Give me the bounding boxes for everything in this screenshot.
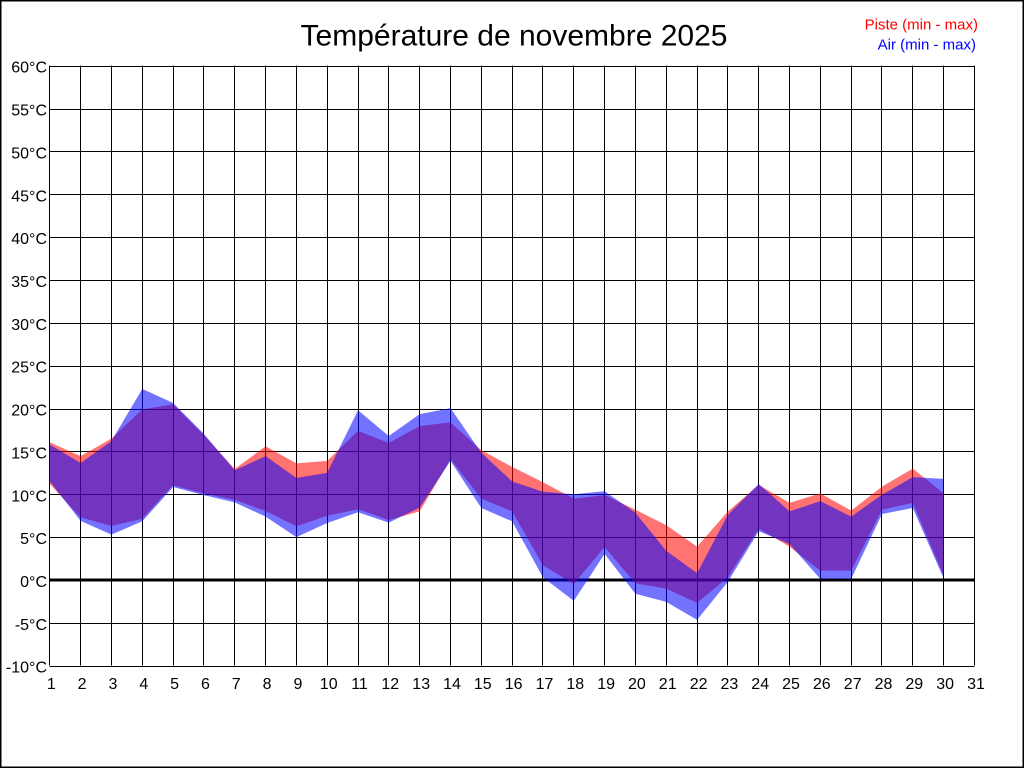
svg-text:12: 12 (381, 676, 399, 693)
svg-text:7: 7 (232, 676, 241, 693)
svg-text:17: 17 (536, 676, 554, 693)
svg-text:Air (min - max): Air (min - max) (878, 36, 976, 53)
svg-text:23: 23 (721, 676, 739, 693)
svg-text:60°C: 60°C (11, 60, 47, 77)
svg-text:5: 5 (170, 676, 179, 693)
svg-text:18: 18 (566, 676, 584, 693)
svg-text:Température de novembre 2025: Température de novembre 2025 (301, 20, 728, 53)
svg-text:14: 14 (443, 676, 461, 693)
svg-text:35°C: 35°C (11, 274, 47, 291)
svg-text:13: 13 (412, 676, 430, 693)
svg-text:15°C: 15°C (11, 445, 47, 462)
svg-text:24: 24 (751, 676, 769, 693)
svg-text:26: 26 (813, 676, 831, 693)
svg-text:21: 21 (659, 676, 677, 693)
svg-text:45°C: 45°C (11, 188, 47, 205)
svg-text:30°C: 30°C (11, 317, 47, 334)
svg-text:-10°C: -10°C (6, 660, 47, 677)
svg-text:27: 27 (844, 676, 862, 693)
svg-text:25: 25 (782, 676, 800, 693)
svg-text:15: 15 (474, 676, 492, 693)
svg-text:5°C: 5°C (20, 531, 47, 548)
svg-text:10°C: 10°C (11, 488, 47, 505)
svg-text:2: 2 (78, 676, 87, 693)
svg-text:9: 9 (293, 676, 302, 693)
svg-text:40°C: 40°C (11, 231, 47, 248)
svg-text:Piste (min - max): Piste (min - max) (865, 16, 978, 33)
svg-text:50°C: 50°C (11, 145, 47, 162)
svg-text:11: 11 (351, 676, 368, 693)
svg-text:30: 30 (936, 676, 954, 693)
svg-text:6: 6 (201, 676, 210, 693)
svg-text:8: 8 (263, 676, 272, 693)
svg-text:20: 20 (628, 676, 646, 693)
svg-text:25°C: 25°C (11, 360, 47, 377)
svg-text:29: 29 (905, 676, 923, 693)
svg-text:20°C: 20°C (11, 403, 47, 420)
svg-text:-5°C: -5°C (15, 617, 47, 634)
svg-text:16: 16 (505, 676, 523, 693)
svg-text:10: 10 (320, 676, 338, 693)
svg-text:19: 19 (597, 676, 615, 693)
svg-text:55°C: 55°C (11, 103, 47, 120)
svg-text:4: 4 (139, 676, 148, 693)
svg-text:28: 28 (875, 676, 893, 693)
svg-text:22: 22 (690, 676, 708, 693)
svg-text:31: 31 (967, 676, 985, 693)
svg-text:1: 1 (47, 676, 56, 693)
svg-text:3: 3 (108, 676, 117, 693)
svg-text:0°C: 0°C (20, 574, 47, 591)
